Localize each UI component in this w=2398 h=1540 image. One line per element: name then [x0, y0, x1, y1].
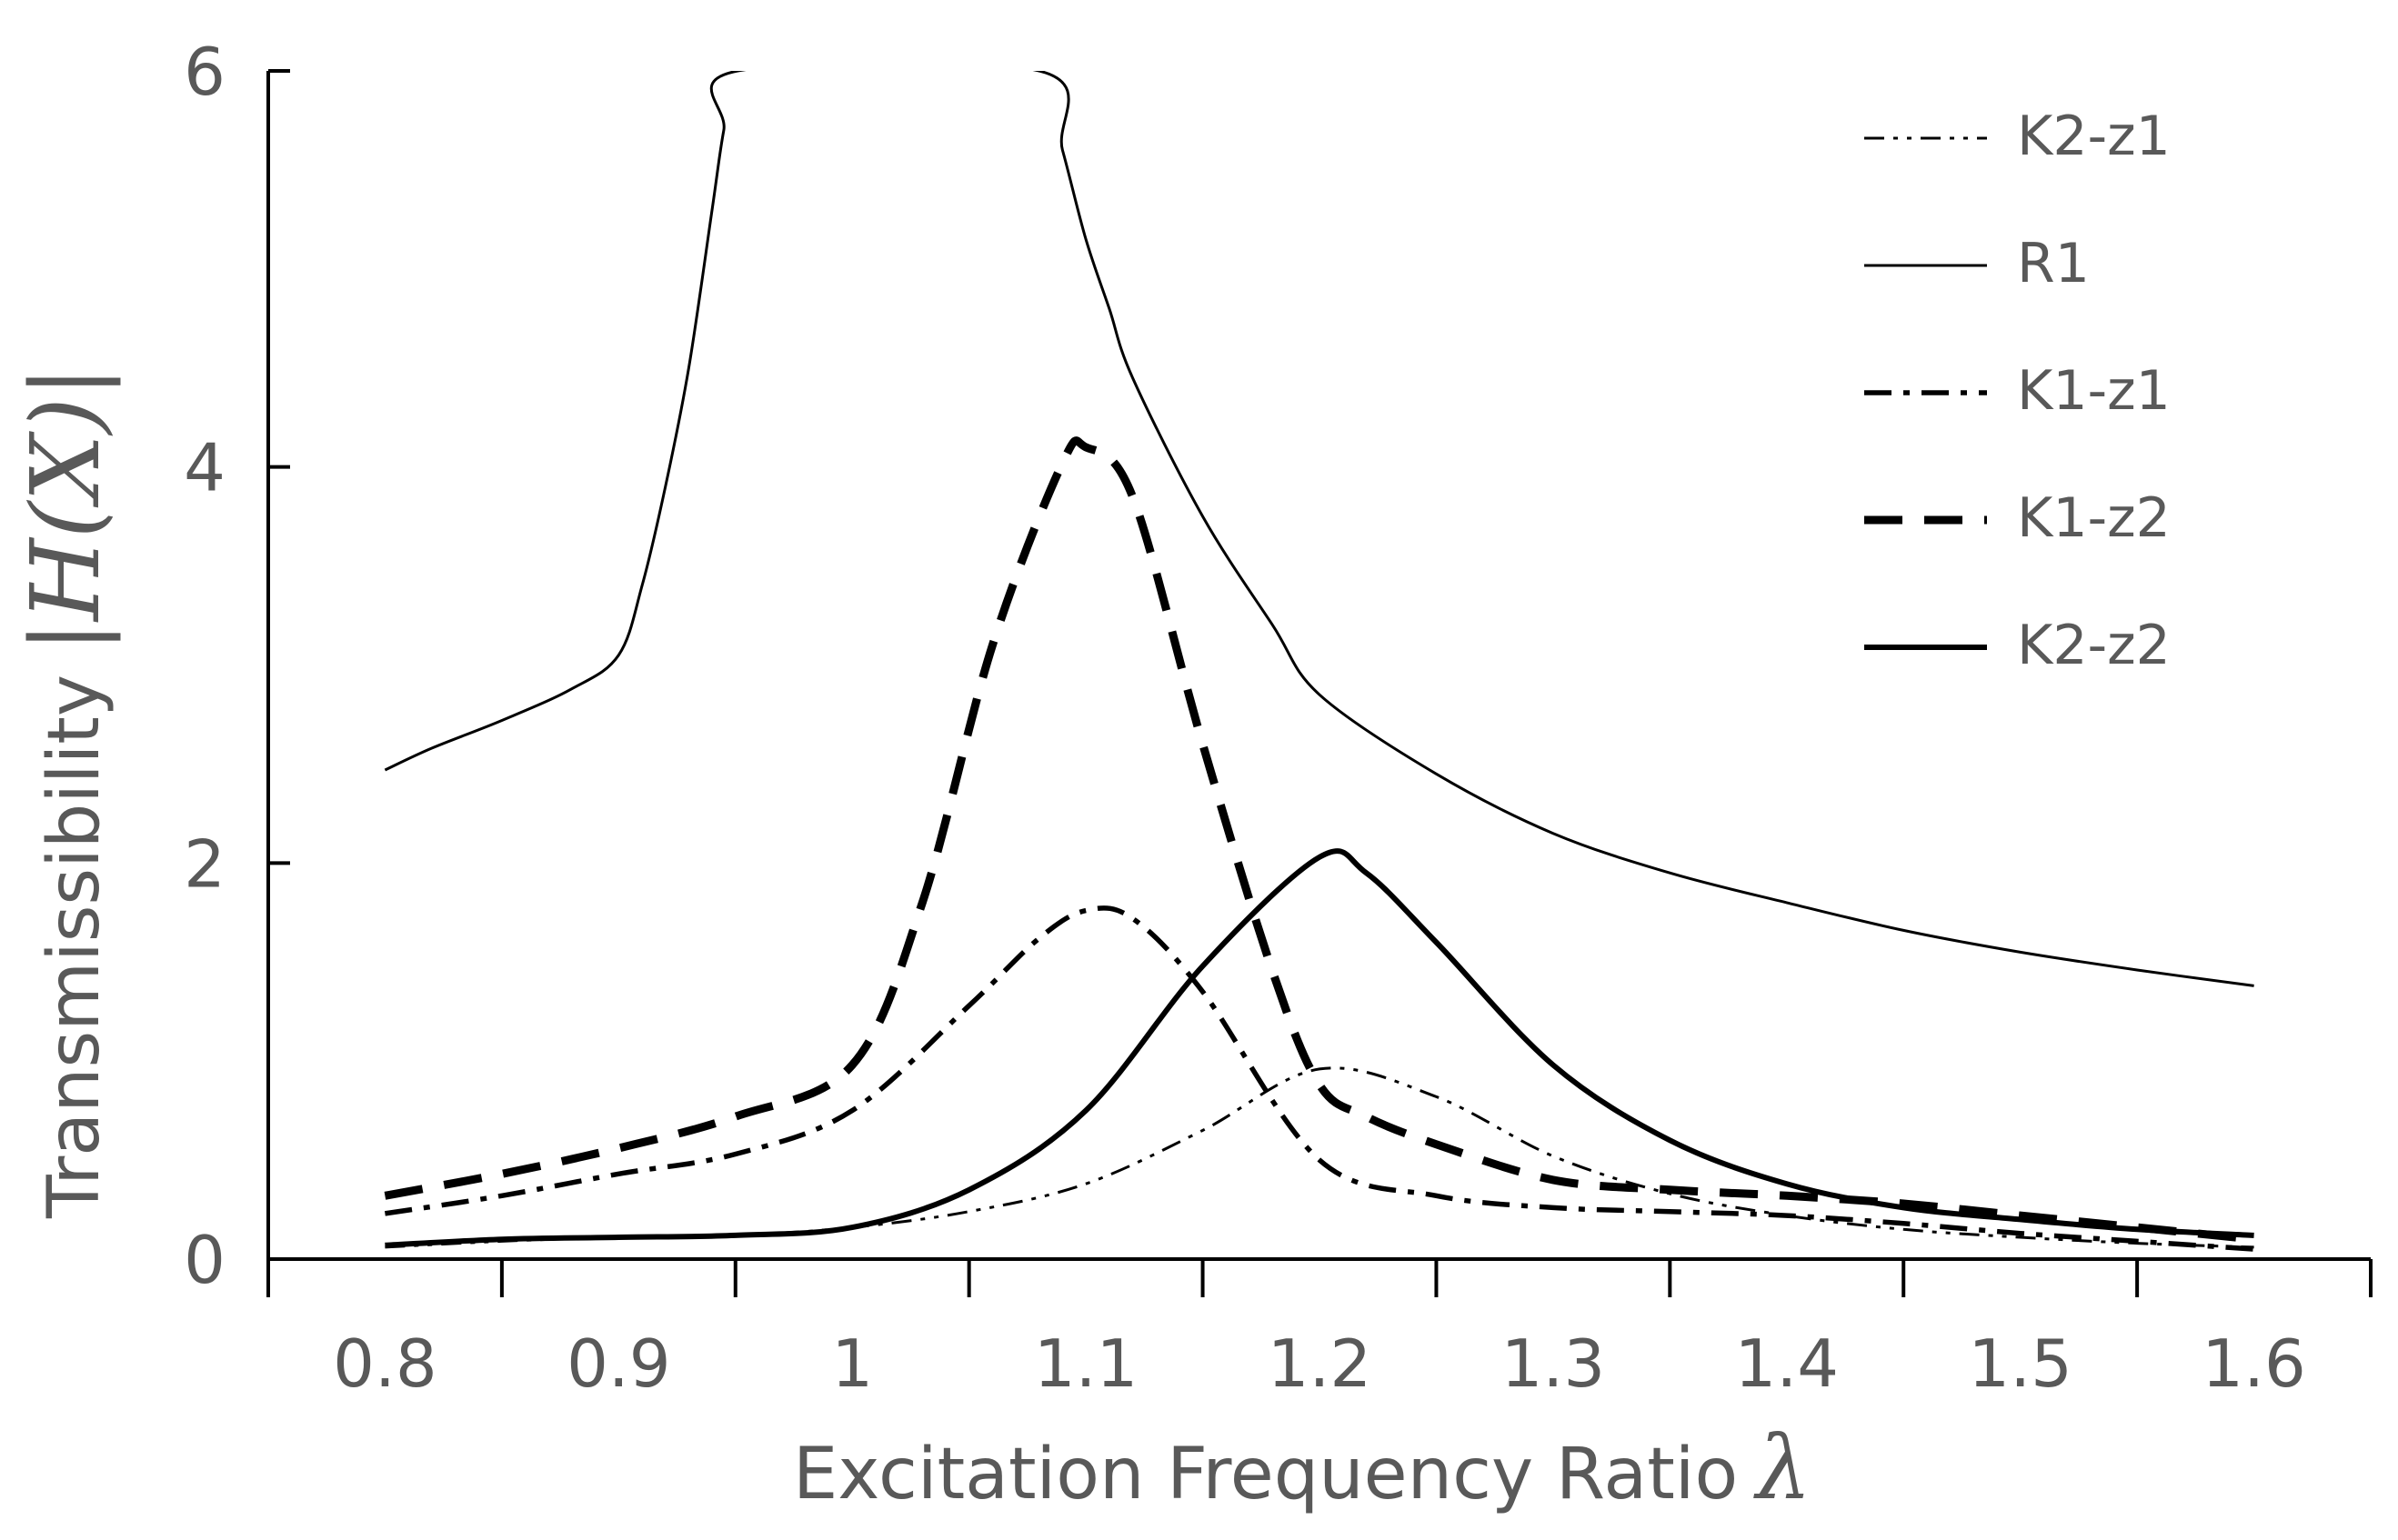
- y-axis-label: Transmissibility: [34, 675, 115, 1219]
- y-tick-label: 0: [184, 1222, 226, 1298]
- plot-area: [384, 71, 2255, 1252]
- x-axis-symbol: λ: [1752, 1417, 1811, 1519]
- x-axis-label: Excitation Frequency Ratio: [793, 1434, 1738, 1515]
- x-tick-label: 0.8: [333, 1325, 437, 1402]
- legend: K2-z1 R1 K1-z1 K1-z2 K2-z2: [1864, 105, 2171, 677]
- y-axis-symbol: |H(X)|: [10, 365, 121, 653]
- series-line-k1-z2: [384, 436, 2255, 1244]
- series-line-k1-z1: [384, 905, 2254, 1252]
- legend-label-k1-z2: K1-z2: [2017, 486, 2171, 550]
- x-tick-label: 1.4: [1735, 1325, 1840, 1402]
- x-axis-title: Excitation Frequency Ratio λ: [793, 1417, 1811, 1519]
- y-axis-title: Transmissibility |H(X)|: [10, 365, 121, 1219]
- y-tick-label: 6: [184, 34, 226, 110]
- legend-label-k2-z2: K2-z2: [2017, 614, 2171, 677]
- axes: [266, 71, 2371, 1261]
- x-tick-label: 1.3: [1501, 1325, 1606, 1402]
- legend-label-k1-z1: K1-z1: [2017, 359, 2171, 423]
- x-tick-label: 1.1: [1034, 1325, 1139, 1402]
- legend-label-r1: R1: [2017, 232, 2090, 295]
- legend-label-k2-z1: K2-z1: [2017, 105, 2171, 168]
- series-line-r1: [384, 71, 2254, 987]
- x-tick-label: 1: [831, 1325, 873, 1402]
- x-tick-label: 1.5: [1968, 1325, 2072, 1402]
- y-tick-label: 4: [184, 430, 226, 506]
- x-tick-label: 0.9: [567, 1325, 671, 1402]
- ticks: 0 2 4 6 0.8 0.9 1 1.1 1.2 1.3 1.4 1.5 1.6: [184, 34, 2373, 1402]
- series-line-k2-z1: [385, 1066, 2254, 1249]
- x-tick-label: 1.2: [1268, 1325, 1372, 1402]
- series-line-k2-z2: [385, 848, 2254, 1248]
- x-tick-label: 1.6: [2202, 1325, 2306, 1402]
- y-tick-label: 2: [184, 825, 226, 902]
